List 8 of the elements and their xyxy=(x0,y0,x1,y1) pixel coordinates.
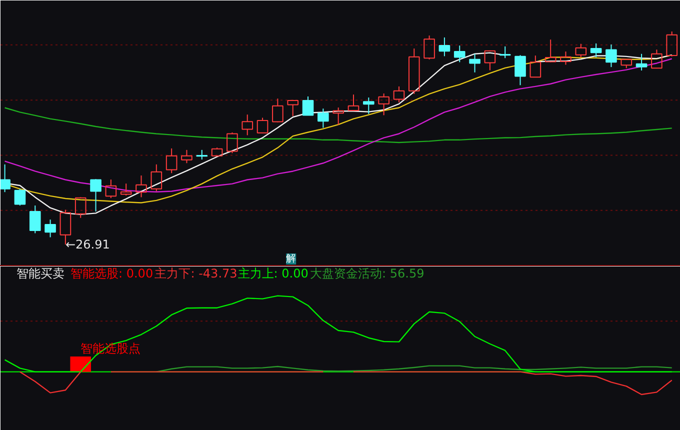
series-label: 主力上: 0.00 xyxy=(238,266,308,280)
chart-title: 智能买卖 xyxy=(16,266,64,280)
text: 解 xyxy=(286,254,296,264)
text: 大盘资金活动: 56.59 xyxy=(310,266,424,280)
annotation: ←26.91 xyxy=(65,238,110,252)
text: 智能选股: 0.00 xyxy=(70,266,154,280)
text: 主力下: -43.73 xyxy=(154,266,238,280)
annotation: 智能选股点 xyxy=(80,341,141,356)
